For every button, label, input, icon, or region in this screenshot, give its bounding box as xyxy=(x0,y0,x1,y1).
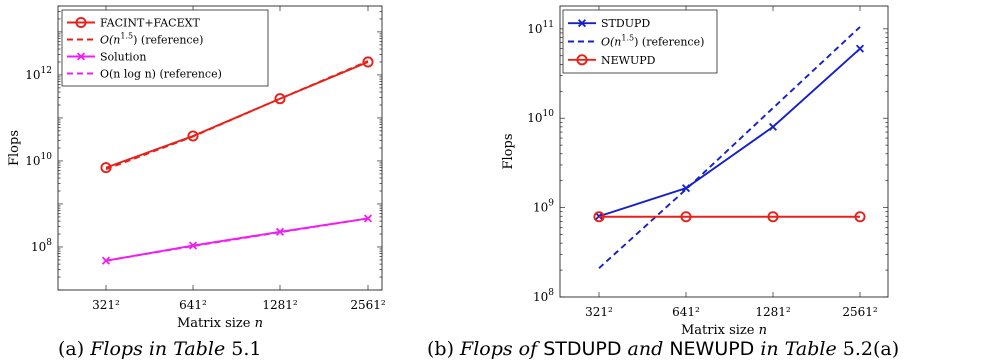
caption-text: Flops in Table xyxy=(89,338,231,360)
caption-text: Flops of xyxy=(459,338,543,360)
legend-label-superscript: 1.5 xyxy=(120,32,133,41)
x-axis-label: Matrix size n xyxy=(177,316,263,331)
data-point-circle xyxy=(593,211,605,223)
y-tick-exponent: 8 xyxy=(548,288,554,298)
series-2 xyxy=(593,211,866,223)
legend-label: FACINT+FACEXT xyxy=(100,17,200,30)
y-axis-label: Flops xyxy=(501,134,516,170)
y-axis-label: Flops xyxy=(7,130,22,166)
legend-label-part: ) (reference) xyxy=(133,34,203,47)
legend-box xyxy=(61,9,269,87)
y-tick-label: 108 xyxy=(533,288,554,304)
y-tick-base: 10 xyxy=(527,22,542,36)
series-1 xyxy=(598,26,861,269)
series-1 xyxy=(105,60,369,171)
figure-caption: (a) Flops in Table 5.1 xyxy=(58,338,261,360)
legend-marker-x xyxy=(76,52,86,61)
y-tick-label: 1011 xyxy=(527,20,554,36)
y-tick-base: 10 xyxy=(31,240,46,254)
data-point-circle xyxy=(274,93,286,105)
series-3 xyxy=(105,217,369,262)
y-tick-label: 1010 xyxy=(527,109,554,125)
legend-label-text: FACINT+FACEXT xyxy=(100,17,200,30)
legend: STDUPD O(n1.5) (reference) NEWUPD xyxy=(562,9,718,74)
series-line xyxy=(598,26,861,269)
legend-label: O(n1.5) (reference) xyxy=(601,34,704,49)
x-tick-label: 2561² xyxy=(842,305,878,319)
plot-area xyxy=(559,5,889,298)
legend-label: O(n log n) (reference) xyxy=(100,68,222,81)
legend-label-part: ) (reference) xyxy=(634,36,704,49)
y-tick-base: 10 xyxy=(533,290,548,304)
y-tick-exponent: 11 xyxy=(543,20,554,30)
y-tick-label: 108 xyxy=(31,238,52,254)
caption-method: STDUPD xyxy=(543,338,621,360)
y-tick-base: 10 xyxy=(527,111,542,125)
legend-marker-circle xyxy=(576,54,588,66)
x-tick-label: 2561² xyxy=(350,298,386,312)
caption-label: (a) xyxy=(58,338,90,360)
caption-ref: 5.2(a) xyxy=(843,338,899,360)
x-axis-label-var: n xyxy=(759,323,767,338)
figure-caption: (b) Flops of STDUPD and NEWUPD in Table … xyxy=(427,338,899,360)
series-line xyxy=(598,47,861,218)
data-point-circle xyxy=(854,211,866,223)
data-point-x xyxy=(363,214,373,223)
x-axis-label-var: n xyxy=(255,316,263,331)
x-tick-label: 321² xyxy=(585,305,613,319)
x-tick-label: 641² xyxy=(179,298,207,312)
y-tick-label: 1012 xyxy=(25,66,52,82)
x-axis-label-text: Matrix size xyxy=(177,316,255,331)
legend-label-part: O(n log n) (reference) xyxy=(100,68,222,81)
x-tick-label: 1281² xyxy=(262,298,298,312)
data-point-circle xyxy=(187,130,199,142)
data-point-circle xyxy=(680,211,692,223)
y-tick-exponent: 9 xyxy=(548,199,554,209)
series-line xyxy=(105,60,369,171)
legend-label: STDUPD xyxy=(601,17,650,30)
y-tick-exponent: 10 xyxy=(543,109,555,119)
y-tick-base: 10 xyxy=(533,201,548,215)
caption-text: and xyxy=(622,338,670,360)
y-tick-base: 10 xyxy=(25,68,40,82)
x-tick-label: 321² xyxy=(92,298,120,312)
data-point-x xyxy=(855,44,865,53)
legend-label-text: NEWUPD xyxy=(601,54,656,67)
data-point-circle xyxy=(362,56,374,68)
y-tick-label: 1010 xyxy=(25,152,52,168)
data-point-x xyxy=(188,241,198,250)
legend-label: O(n1.5) (reference) xyxy=(100,32,203,47)
caption-text: in Table xyxy=(754,338,842,360)
legend-label-part: O(n xyxy=(601,36,621,49)
series-line xyxy=(105,217,369,262)
legend-marker-x xyxy=(577,19,587,28)
caption-ref: 5.1 xyxy=(231,338,261,360)
legend-label-superscript: 1.5 xyxy=(621,34,634,43)
legend-label: NEWUPD xyxy=(601,54,656,67)
y-tick-exponent: 12 xyxy=(41,66,52,76)
y-tick-exponent: 10 xyxy=(41,152,53,162)
x-tick-label: 1281² xyxy=(755,305,791,319)
legend-label-text: STDUPD xyxy=(601,17,650,30)
x-axis-label-text: Matrix size xyxy=(681,323,759,338)
legend: FACINT+FACEXT O(n1.5) (reference) Solution… xyxy=(61,9,269,87)
y-tick-exponent: 8 xyxy=(46,238,52,248)
data-point-circle xyxy=(767,211,779,223)
caption-method: NEWUPD xyxy=(669,338,754,360)
x-tick-label: 641² xyxy=(672,305,700,319)
legend-label-text: Solution xyxy=(100,51,146,64)
legend-label: Solution xyxy=(100,51,146,64)
y-tick-label: 109 xyxy=(533,199,554,215)
caption-label: (b) xyxy=(427,338,460,360)
legend-label-part: O(n xyxy=(100,34,120,47)
y-tick-base: 10 xyxy=(25,154,40,168)
data-point-x xyxy=(275,227,285,236)
legend-marker-circle xyxy=(75,16,87,29)
data-point-x xyxy=(768,122,778,131)
x-axis-label: Matrix size n xyxy=(681,323,767,338)
